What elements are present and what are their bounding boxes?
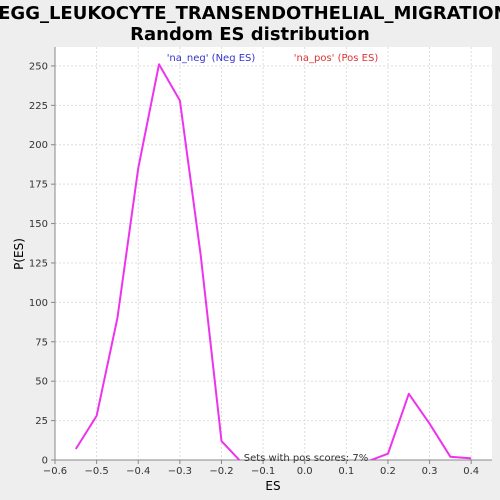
x-tick-label: 0.4 [463, 466, 479, 477]
y-tick-label: 150 [29, 219, 48, 230]
chart-title-line-2: Random ES distribution [130, 24, 370, 45]
x-tick-label: 0.0 [297, 466, 313, 477]
legend-entry-pos: 'na_pos' (Pos ES) [294, 53, 379, 64]
x-tick-label: 0.1 [338, 466, 354, 477]
pos-scores-annotation: Sets with pos scores: 7% [244, 453, 369, 464]
x-tick-label: −0.2 [209, 466, 233, 477]
x-tick-label: 0.2 [380, 466, 396, 477]
y-tick-label: 250 [29, 61, 48, 72]
y-tick-label: 0 [42, 456, 48, 467]
plot-area [55, 47, 492, 460]
x-tick-label: −0.1 [251, 466, 275, 477]
y-tick-label: 175 [29, 180, 48, 191]
x-tick-label: −0.6 [43, 466, 67, 477]
x-tick-label: −0.4 [126, 466, 150, 477]
grid-layer [54, 47, 492, 461]
x-tick-label: 0.3 [422, 466, 438, 477]
x-axis-label: ES [265, 479, 280, 493]
chart-title-line-1: KEGG_LEUKOCYTE_TRANSENDOTHELIAL_MIGRATIO… [0, 3, 500, 24]
y-tick-label: 75 [35, 337, 48, 348]
series-layer [74, 63, 472, 460]
legend-entry-neg: 'na_neg' (Neg ES) [167, 53, 256, 64]
y-tick-label: 100 [29, 298, 48, 309]
y-tick-label: 50 [35, 377, 48, 388]
x-tick-label: −0.3 [168, 466, 192, 477]
y-tick-label: 125 [29, 258, 48, 269]
x-tick-label: −0.5 [84, 466, 108, 477]
y-tick-label: 25 [35, 416, 48, 427]
series-line [74, 63, 472, 460]
axis-layer: −0.6 −0.5 −0.4 −0.3 −0.2 −0.1 0.0 0.1 0.2 0.3 0.4 0… [29, 47, 492, 477]
y-axis-label: P(ES) [12, 238, 26, 270]
y-tick-label: 200 [29, 140, 48, 151]
y-tick-label: 225 [29, 101, 48, 112]
